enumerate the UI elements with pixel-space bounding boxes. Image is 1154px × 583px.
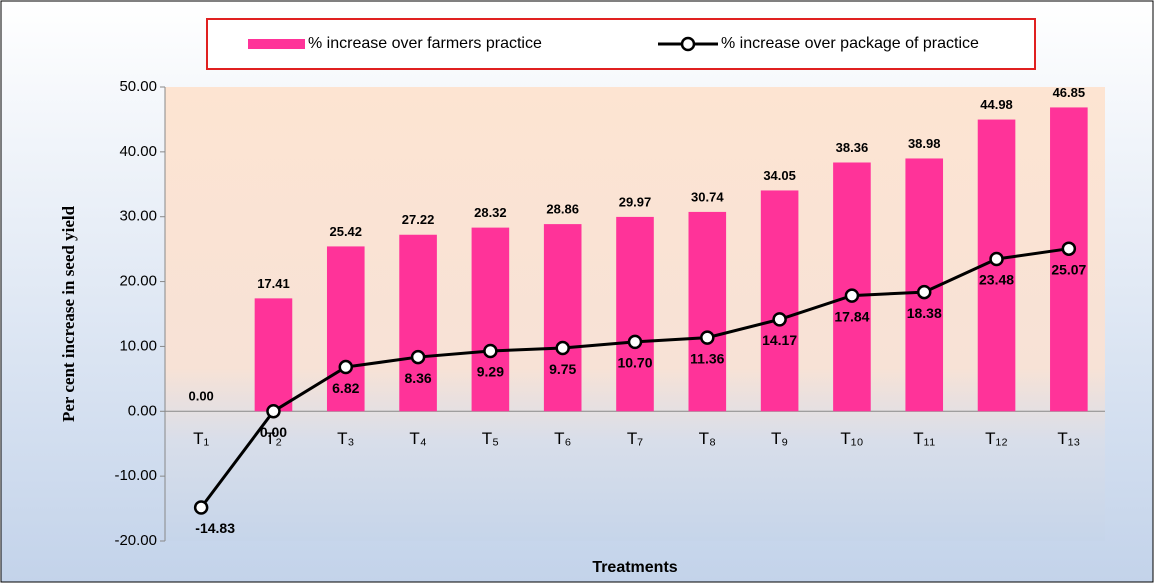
y-tick-label: -20.00: [114, 532, 157, 549]
bar: [254, 298, 293, 412]
x-axis-label: Treatments: [592, 559, 677, 576]
legend: [206, 18, 1036, 70]
line-marker: [410, 349, 426, 365]
x-tick-label: T₇: [627, 429, 643, 448]
bar: [1050, 107, 1088, 412]
line-marker: [483, 343, 498, 359]
x-tick-label: T₆: [554, 429, 571, 448]
bar: [326, 246, 365, 412]
bar: [833, 162, 871, 412]
line-marker: [555, 340, 570, 356]
bar-value-label: 25.42: [329, 224, 362, 239]
line-value-label: 0.00: [260, 424, 287, 440]
line-marker: [338, 359, 354, 375]
bar-value-label: 17.41: [257, 276, 290, 291]
bar-value-label: 28.32: [474, 205, 507, 220]
bar: [688, 211, 727, 412]
line-marker: [627, 334, 643, 350]
x-tick-label: T₄: [409, 429, 426, 448]
bar: [616, 216, 654, 412]
line-value-label: 8.36: [404, 370, 431, 386]
bar: [760, 190, 799, 412]
y-tick-label: 30.00: [119, 208, 157, 225]
bar-value-label: 34.05: [763, 168, 796, 183]
line-marker: [844, 288, 860, 303]
x-tick-label: T₁₀: [840, 429, 863, 448]
bar-value-label: 29.97: [619, 194, 652, 209]
line-marker: [772, 312, 787, 327]
line-value-label: 10.70: [617, 355, 652, 371]
y-axis-label: Per cent increase in seed yield: [59, 205, 78, 422]
line-value-label: 14.17: [762, 332, 797, 348]
bar-value-label: 38.98: [908, 136, 941, 151]
line-marker: [916, 284, 932, 300]
bar-value-label: 27.22: [402, 212, 435, 227]
x-tick-label: T₈: [699, 429, 716, 448]
x-tick-label: T₁: [193, 429, 209, 448]
y-tick-label: 40.00: [119, 143, 157, 160]
legend-label: % increase over farmers practice: [308, 35, 542, 52]
line-value-label: 11.36: [690, 350, 724, 366]
x-tick-label: T₅: [482, 429, 499, 448]
y-tick-label: 0.00: [128, 402, 157, 419]
bar: [471, 227, 510, 412]
line-marker: [193, 500, 209, 515]
line-value-label: 17.84: [834, 308, 869, 324]
line-value-label: 23.48: [979, 272, 1014, 288]
line-value-label: 9.29: [477, 364, 504, 380]
line-value-label: 6.82: [332, 380, 359, 396]
x-tick-label: T₁₁: [913, 429, 935, 448]
bar-value-label: 30.74: [691, 189, 724, 204]
bar-value-label: 44.98: [980, 97, 1013, 112]
x-tick-label: T₉: [771, 429, 788, 448]
line-value-label: -14.83: [195, 520, 235, 536]
bar-value-label: 38.36: [836, 140, 869, 155]
y-tick-label: 20.00: [119, 273, 157, 290]
legend-swatch: [248, 39, 305, 49]
line-marker: [700, 330, 715, 345]
bar: [399, 234, 437, 412]
x-tick-label: T₁₃: [1057, 429, 1080, 448]
y-tick-label: 50.00: [119, 78, 157, 95]
x-tick-label: T₂: [265, 429, 282, 448]
legend-label: % increase over package of practice: [721, 35, 979, 52]
y-tick-label: -10.00: [114, 467, 157, 484]
x-tick-label: T₁₂: [985, 429, 1008, 448]
line-value-label: 9.75: [549, 361, 576, 377]
bar-value-label: 46.85: [1053, 85, 1086, 100]
bar-value-label: 0.00: [188, 389, 213, 404]
line-marker: [1061, 241, 1077, 256]
x-tick-label: T₃: [337, 429, 354, 448]
y-tick-label: 10.00: [119, 337, 157, 354]
line-value-label: 18.38: [907, 305, 942, 321]
bar: [543, 224, 582, 412]
legend-marker: [680, 36, 696, 52]
line-marker: [989, 251, 1004, 267]
bar-value-label: 28.86: [546, 202, 579, 217]
line-value-label: 25.07: [1051, 261, 1086, 277]
line-marker: [266, 404, 281, 419]
